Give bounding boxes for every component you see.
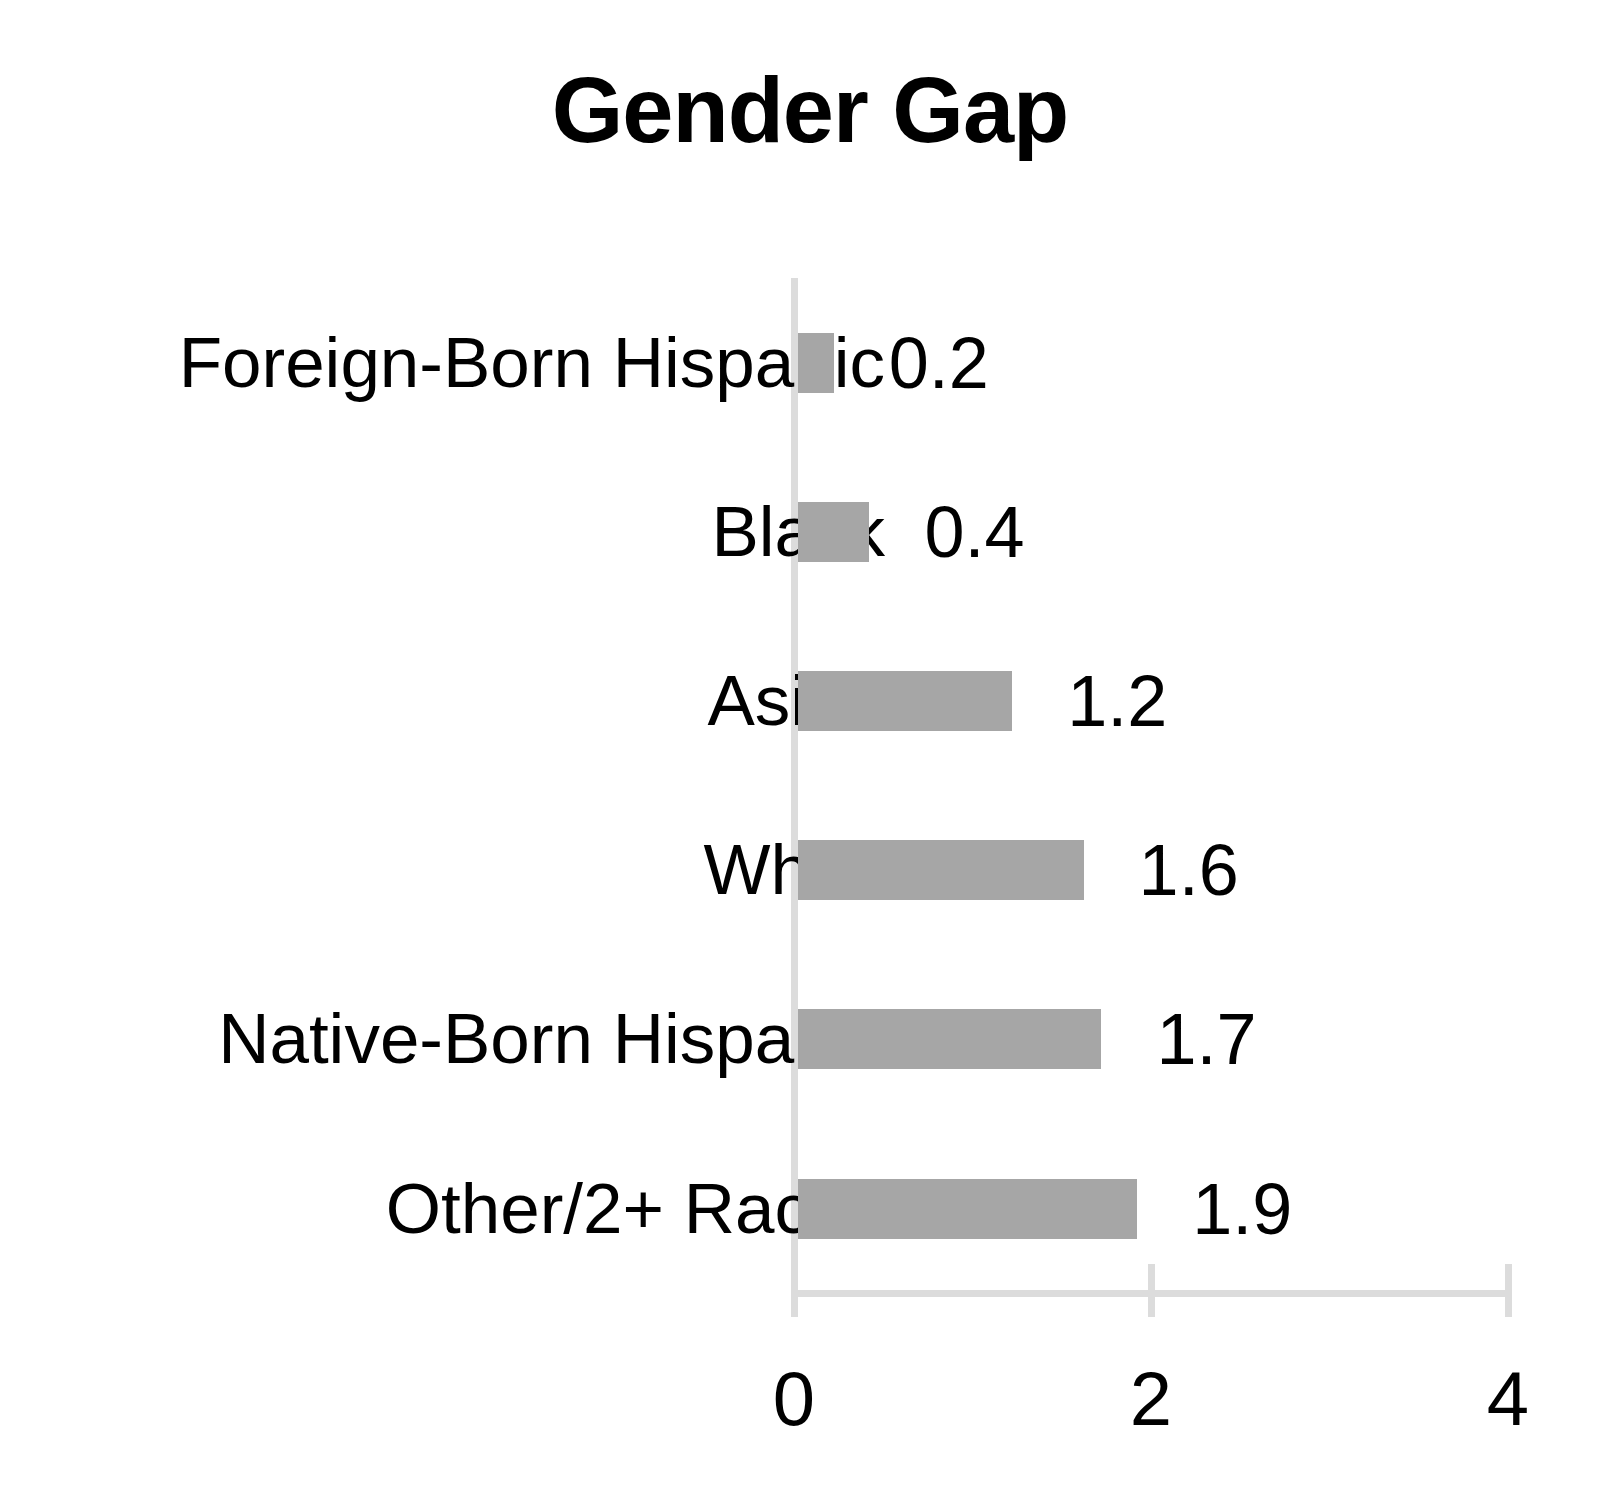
category-label: Other/2+ Races <box>0 1149 885 1269</box>
value-label: 1.9 <box>1192 1149 1292 1269</box>
chart-title: Gender Gap <box>0 55 1620 165</box>
category-label: Black <box>0 472 885 592</box>
x-axis-tick <box>1505 1264 1512 1317</box>
category-label: Native-Born Hispanic <box>0 979 885 1099</box>
x-axis-tick <box>1148 1264 1155 1317</box>
category-label: White <box>0 810 885 930</box>
value-label: 1.7 <box>1156 979 1256 1099</box>
category-label: Asian <box>0 641 885 761</box>
bar <box>798 333 834 393</box>
value-label: 0.4 <box>924 472 1024 592</box>
bar <box>798 1009 1101 1069</box>
x-axis-tick-label: 2 <box>1031 1344 1271 1454</box>
x-axis-tick <box>791 1264 798 1317</box>
value-label: 1.2 <box>1067 641 1167 761</box>
x-axis-tick-label: 4 <box>1388 1344 1620 1454</box>
x-axis-tick-label: 0 <box>674 1344 914 1454</box>
category-label: Foreign-Born Hispanic <box>0 303 885 423</box>
bar <box>798 1179 1137 1239</box>
value-label: 0.2 <box>889 303 989 423</box>
bar <box>798 840 1084 900</box>
bar <box>798 671 1012 731</box>
bar-chart: Gender Gap Foreign-Born Hispanic0.2Black… <box>0 0 1620 1500</box>
bar <box>798 502 869 562</box>
value-label: 1.6 <box>1139 810 1239 930</box>
